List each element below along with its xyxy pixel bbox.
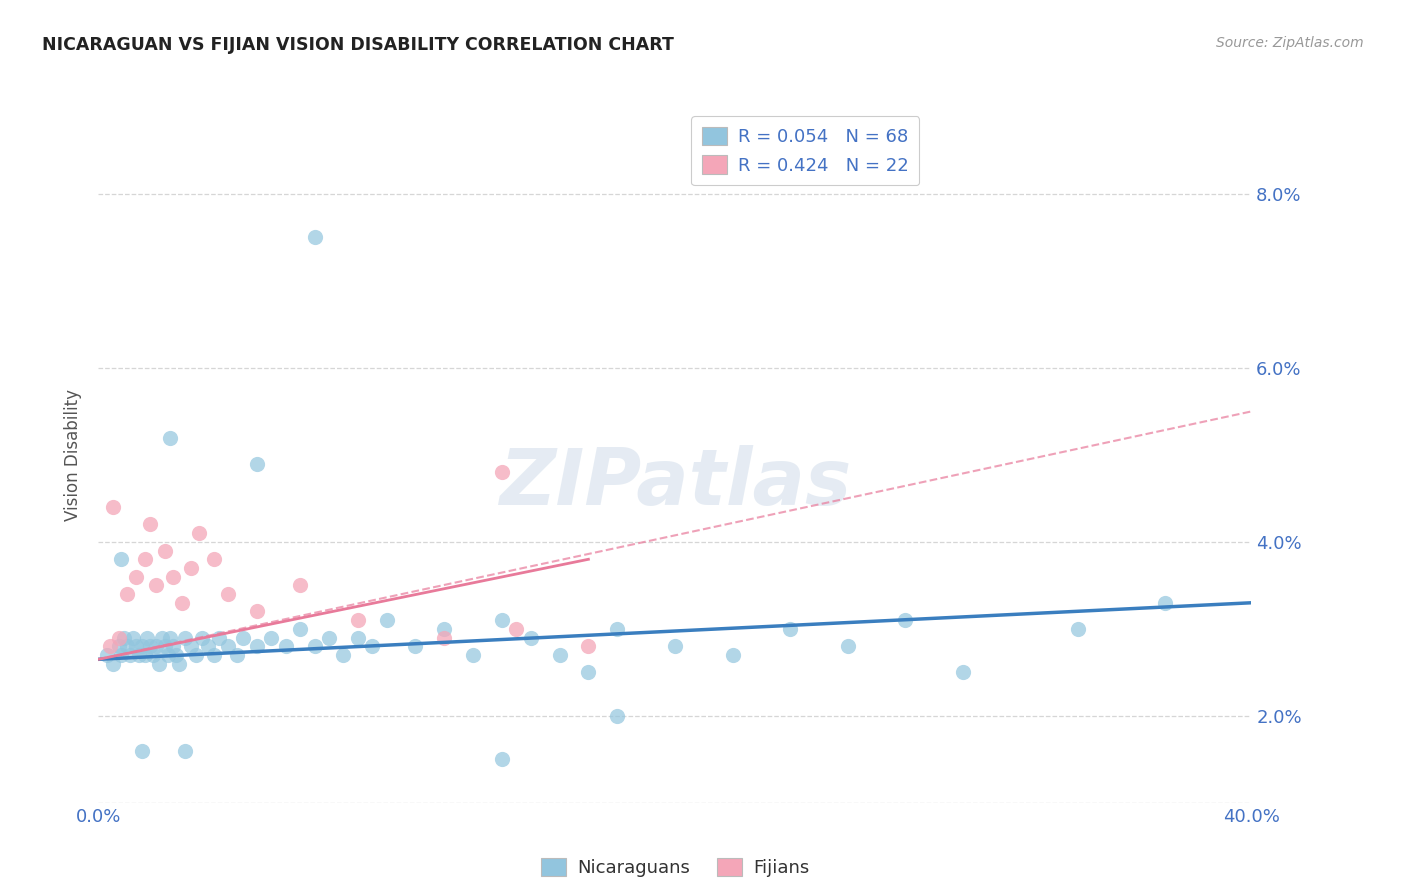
Point: [170, 596, 193, 610]
Point: [361, 639, 384, 653]
Point: [122, 631, 145, 645]
Point: [346, 613, 368, 627]
Legend: Nicaraguans, Fijians: Nicaraguans, Fijians: [533, 850, 817, 884]
Point: [1153, 596, 1175, 610]
Point: [721, 648, 744, 662]
Point: [202, 552, 225, 566]
Point: [375, 613, 398, 627]
Point: [606, 622, 628, 636]
Point: [208, 631, 231, 645]
Point: [837, 639, 859, 653]
Text: NICARAGUAN VS FIJIAN VISION DISABILITY CORRELATION CHART: NICARAGUAN VS FIJIAN VISION DISABILITY C…: [42, 36, 673, 54]
Point: [290, 578, 312, 592]
Point: [180, 639, 202, 653]
Point: [274, 639, 297, 653]
Point: [131, 744, 153, 758]
Point: [159, 430, 181, 444]
Point: [131, 639, 153, 653]
Point: [318, 631, 340, 645]
Point: [188, 526, 211, 541]
Point: [136, 631, 159, 645]
Point: [433, 631, 456, 645]
Point: [304, 230, 326, 244]
Point: [1067, 622, 1090, 636]
Point: [156, 648, 179, 662]
Point: [153, 639, 176, 653]
Point: [491, 752, 513, 766]
Point: [225, 648, 247, 662]
Point: [461, 648, 484, 662]
Point: [107, 631, 129, 645]
Point: [150, 631, 173, 645]
Point: [96, 648, 118, 662]
Point: [576, 665, 599, 680]
Point: [98, 639, 121, 653]
Point: [246, 457, 269, 471]
Point: [142, 648, 165, 662]
Point: [548, 648, 571, 662]
Point: [148, 657, 170, 671]
Point: [180, 561, 202, 575]
Point: [217, 639, 239, 653]
Point: [134, 648, 156, 662]
Point: [191, 631, 214, 645]
Point: [491, 613, 513, 627]
Point: [139, 639, 162, 653]
Point: [165, 648, 187, 662]
Text: ZIPatlas: ZIPatlas: [499, 445, 851, 521]
Point: [346, 631, 368, 645]
Point: [952, 665, 974, 680]
Point: [246, 605, 269, 619]
Point: [505, 622, 527, 636]
Point: [202, 648, 225, 662]
Point: [134, 552, 156, 566]
Point: [260, 631, 283, 645]
Point: [606, 708, 628, 723]
Point: [491, 466, 513, 480]
Point: [107, 639, 129, 653]
Point: [117, 639, 139, 653]
Point: [231, 631, 254, 645]
Text: Source: ZipAtlas.com: Source: ZipAtlas.com: [1216, 36, 1364, 50]
Point: [117, 587, 139, 601]
Point: [304, 639, 326, 653]
Point: [433, 622, 456, 636]
Point: [112, 631, 135, 645]
Point: [405, 639, 427, 653]
Point: [217, 587, 239, 601]
Point: [779, 622, 801, 636]
Point: [664, 639, 686, 653]
Point: [125, 639, 148, 653]
Point: [101, 657, 124, 671]
Point: [125, 570, 148, 584]
Point: [145, 578, 167, 592]
Point: [894, 613, 917, 627]
Point: [145, 639, 167, 653]
Point: [520, 631, 543, 645]
Y-axis label: Vision Disability: Vision Disability: [65, 389, 83, 521]
Point: [101, 500, 124, 514]
Point: [332, 648, 354, 662]
Point: [159, 631, 181, 645]
Point: [120, 648, 142, 662]
Point: [246, 639, 269, 653]
Point: [174, 631, 197, 645]
Point: [110, 552, 132, 566]
Point: [167, 657, 190, 671]
Point: [128, 648, 150, 662]
Point: [290, 622, 312, 636]
Point: [186, 648, 208, 662]
Point: [153, 543, 176, 558]
Point: [139, 517, 162, 532]
Point: [162, 570, 184, 584]
Point: [197, 639, 219, 653]
Point: [110, 648, 132, 662]
Point: [576, 639, 599, 653]
Point: [174, 744, 197, 758]
Point: [162, 639, 184, 653]
